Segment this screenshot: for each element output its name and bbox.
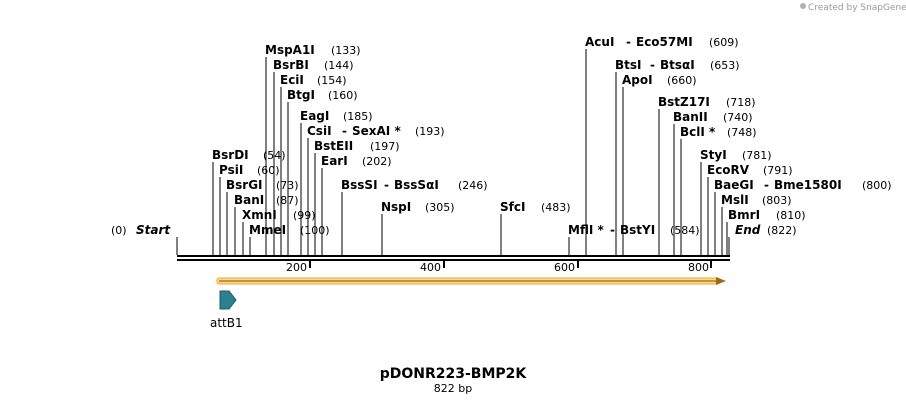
attb1-label: attB1 [210,316,243,330]
sequence-backbone [177,255,730,261]
ruler-tick-label: 800 [688,261,709,274]
site-label[interactable]: SfcI (483) [500,200,571,214]
site-label[interactable]: BstEII (197) [314,139,400,153]
site-label[interactable]: EciI (154) [280,73,347,87]
end-label: End (822) [735,223,797,237]
plasmid-title: pDONR223-BMP2K [380,366,528,382]
site-label[interactable]: MflI * - BstYI (584) [568,223,700,237]
orf-arrow-icon [716,277,726,285]
plasmid-length: 822 bp [434,382,472,395]
site-label[interactable]: BssSI - BssSαI (246) [341,178,488,192]
site-label[interactable]: BsrGI (73) [226,178,299,192]
site-labels: MspA1I (133) BsrBI (144) EciI (154) BtgI (16… [111,35,892,237]
site-label[interactable]: BmrI (810) [728,208,806,222]
site-label[interactable]: ApoI (660) [622,73,697,87]
site-lines [176,49,730,255]
site-label[interactable]: BaeGI - Bme1580I (800) [714,178,892,192]
site-label[interactable]: NspI (305) [381,200,455,214]
ruler: 200 400 600 800 [286,261,712,274]
site-label[interactable]: EagI (185) [300,109,373,123]
site-label[interactable]: BanI (87) [234,193,299,207]
site-label[interactable]: BtgI (160) [287,88,358,102]
site-label[interactable]: BanII (740) [673,110,753,124]
ruler-tick-label: 600 [554,261,575,274]
site-label[interactable]: BstZ17I (718) [658,95,756,109]
site-label[interactable]: BsrDI (54) [212,148,286,162]
site-label[interactable]: XmnI (99) [242,208,316,222]
site-label[interactable]: MspA1I (133) [265,43,361,57]
site-label[interactable]: BclI * (748) [680,125,757,139]
site-label[interactable]: EcoRV (791) [707,163,793,177]
orf-feature[interactable] [216,277,726,285]
ruler-tick-label: 200 [286,261,307,274]
site-label[interactable]: StyI (781) [700,148,772,162]
site-label[interactable]: MmeI (100) [249,223,330,237]
site-label[interactable]: CsiI - SexAI * (193) [307,124,445,138]
snapgene-watermark: Created by SnapGene [808,3,906,13]
site-label[interactable]: EarI (202) [321,154,392,168]
attb1-feature[interactable]: attB1 [210,290,243,330]
site-label[interactable]: PsiI (60) [219,163,280,177]
site-label[interactable]: MslI (803) [721,193,792,207]
attb1-arrow-icon [219,290,237,310]
snapgene-logo-icon [800,3,806,9]
start-label: (0) Start [111,223,171,237]
ruler-tick-label: 400 [420,261,441,274]
site-label[interactable]: BsrBI (144) [273,58,354,72]
site-label[interactable]: BtsI - BtsαI (653) [615,58,740,72]
site-label[interactable]: AcuI - Eco57MI (609) [585,35,739,49]
